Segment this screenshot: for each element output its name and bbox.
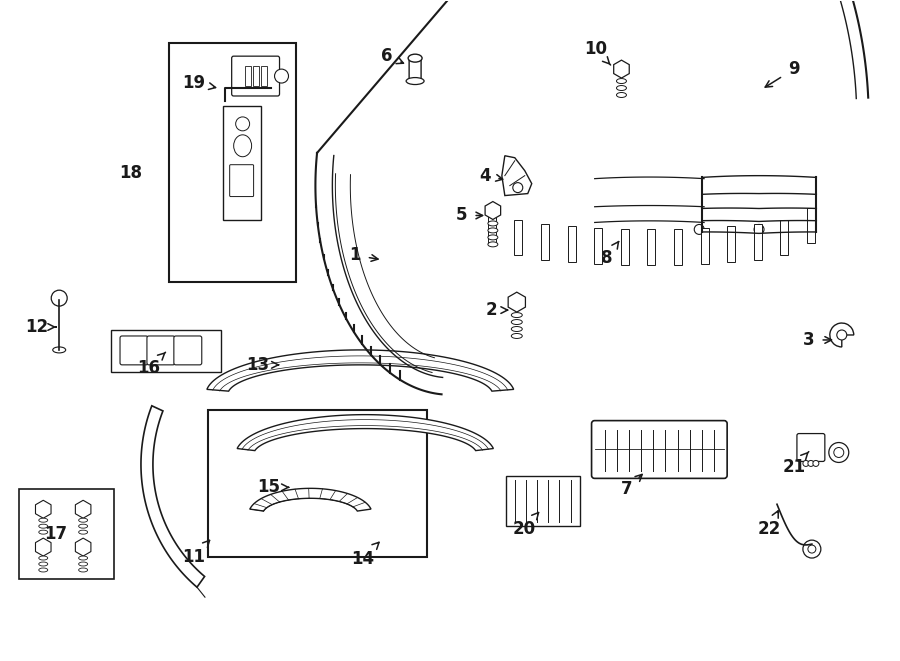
Ellipse shape bbox=[78, 530, 87, 534]
Ellipse shape bbox=[39, 556, 48, 560]
Polygon shape bbox=[237, 414, 493, 451]
FancyBboxPatch shape bbox=[147, 336, 175, 365]
FancyBboxPatch shape bbox=[591, 420, 727, 479]
Text: 19: 19 bbox=[182, 74, 216, 92]
Ellipse shape bbox=[39, 518, 48, 522]
FancyBboxPatch shape bbox=[796, 434, 824, 461]
Circle shape bbox=[808, 461, 814, 467]
FancyBboxPatch shape bbox=[19, 489, 114, 579]
Circle shape bbox=[833, 447, 844, 457]
Text: 14: 14 bbox=[351, 542, 379, 568]
FancyBboxPatch shape bbox=[410, 57, 421, 81]
FancyBboxPatch shape bbox=[208, 410, 428, 557]
Bar bbox=[568, 227, 576, 262]
Text: 5: 5 bbox=[456, 206, 482, 225]
Bar bbox=[700, 228, 708, 264]
Ellipse shape bbox=[511, 319, 522, 325]
Text: 2: 2 bbox=[486, 301, 508, 319]
FancyBboxPatch shape bbox=[174, 336, 202, 365]
Bar bbox=[674, 229, 682, 265]
Circle shape bbox=[803, 461, 809, 467]
Circle shape bbox=[837, 330, 847, 340]
Bar bbox=[621, 229, 629, 265]
Bar bbox=[245, 66, 250, 86]
Ellipse shape bbox=[236, 117, 249, 131]
Circle shape bbox=[694, 225, 704, 235]
Polygon shape bbox=[141, 406, 204, 587]
Text: 17: 17 bbox=[45, 525, 68, 543]
Ellipse shape bbox=[39, 524, 48, 528]
Ellipse shape bbox=[488, 228, 498, 233]
Circle shape bbox=[274, 69, 289, 83]
Text: 7: 7 bbox=[621, 475, 642, 498]
Ellipse shape bbox=[511, 327, 522, 332]
Ellipse shape bbox=[78, 556, 87, 560]
FancyBboxPatch shape bbox=[222, 106, 261, 221]
Bar bbox=[541, 224, 549, 260]
Text: 10: 10 bbox=[584, 40, 610, 65]
Circle shape bbox=[813, 461, 819, 467]
Ellipse shape bbox=[511, 334, 522, 338]
Polygon shape bbox=[502, 156, 532, 196]
Text: 11: 11 bbox=[183, 540, 210, 566]
Text: 22: 22 bbox=[758, 511, 780, 538]
FancyBboxPatch shape bbox=[120, 336, 148, 365]
FancyBboxPatch shape bbox=[111, 330, 220, 372]
Ellipse shape bbox=[616, 93, 626, 97]
Text: 12: 12 bbox=[24, 318, 56, 336]
FancyBboxPatch shape bbox=[231, 56, 280, 96]
Ellipse shape bbox=[78, 562, 87, 566]
Circle shape bbox=[808, 545, 816, 553]
Polygon shape bbox=[250, 488, 371, 511]
Bar bbox=[727, 227, 735, 262]
Wedge shape bbox=[830, 323, 854, 347]
Text: 4: 4 bbox=[479, 167, 503, 184]
FancyBboxPatch shape bbox=[169, 43, 296, 282]
Bar bbox=[753, 224, 761, 260]
FancyBboxPatch shape bbox=[230, 165, 254, 196]
Bar bbox=[515, 219, 522, 256]
Polygon shape bbox=[207, 350, 514, 391]
Ellipse shape bbox=[511, 313, 522, 317]
Ellipse shape bbox=[408, 54, 422, 62]
Text: 18: 18 bbox=[120, 164, 142, 182]
Circle shape bbox=[829, 442, 849, 463]
Circle shape bbox=[51, 290, 68, 306]
Text: 1: 1 bbox=[349, 247, 378, 264]
Ellipse shape bbox=[39, 568, 48, 572]
Text: 21: 21 bbox=[782, 451, 809, 477]
Bar bbox=[807, 208, 815, 243]
Bar bbox=[594, 228, 602, 264]
Bar bbox=[488, 208, 496, 243]
Bar bbox=[647, 229, 655, 265]
Bar bbox=[261, 66, 266, 86]
Ellipse shape bbox=[616, 85, 626, 91]
Ellipse shape bbox=[488, 242, 498, 247]
FancyBboxPatch shape bbox=[506, 477, 580, 526]
Text: 15: 15 bbox=[257, 479, 289, 496]
Bar bbox=[780, 219, 788, 256]
Ellipse shape bbox=[616, 79, 626, 83]
Circle shape bbox=[754, 225, 764, 235]
Ellipse shape bbox=[488, 221, 498, 226]
Ellipse shape bbox=[39, 530, 48, 534]
Ellipse shape bbox=[53, 347, 66, 353]
Text: 20: 20 bbox=[512, 512, 538, 538]
Text: 6: 6 bbox=[382, 47, 403, 65]
Bar bbox=[253, 66, 258, 86]
Ellipse shape bbox=[78, 568, 87, 572]
Text: 16: 16 bbox=[138, 352, 166, 377]
Circle shape bbox=[803, 540, 821, 558]
Ellipse shape bbox=[78, 524, 87, 528]
Ellipse shape bbox=[78, 518, 87, 522]
Ellipse shape bbox=[488, 235, 498, 240]
Circle shape bbox=[513, 182, 523, 192]
Ellipse shape bbox=[234, 135, 252, 157]
Text: 3: 3 bbox=[803, 331, 832, 349]
Text: 9: 9 bbox=[765, 60, 800, 87]
Text: 13: 13 bbox=[246, 356, 278, 374]
Ellipse shape bbox=[406, 77, 424, 85]
Text: 8: 8 bbox=[601, 241, 618, 267]
Ellipse shape bbox=[39, 562, 48, 566]
